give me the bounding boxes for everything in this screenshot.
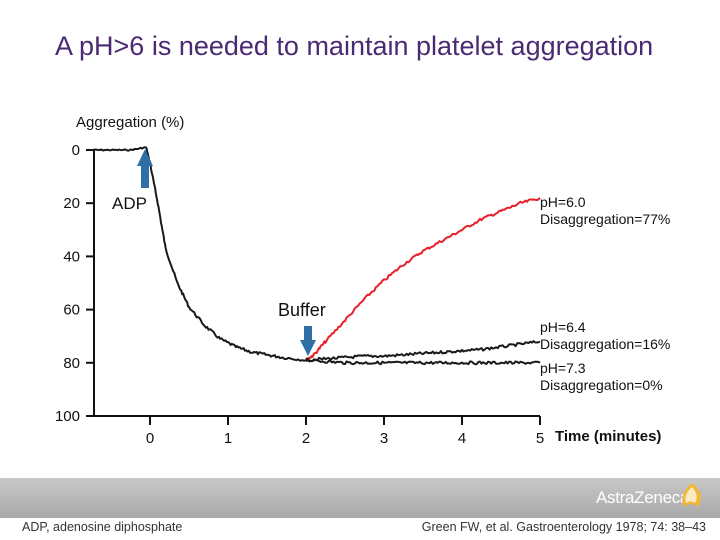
adp-label: ADP xyxy=(112,194,147,213)
y-tick-label: 40 xyxy=(63,248,80,265)
ph64-label: pH=6.4 xyxy=(540,319,586,335)
adp-arrow-icon xyxy=(137,149,153,188)
footer-bottom xyxy=(0,518,720,540)
y-axis-label: Aggregation (%) xyxy=(76,114,184,131)
ph60-label: pH=6.0 xyxy=(540,194,586,210)
footer-bar xyxy=(0,478,720,540)
slide-title: A pH>6 is needed to maintain platelet ag… xyxy=(55,31,654,61)
aggregation-chart: Aggregation (%) 0 20 40 60 80 100 0 1 2 3 4 5 Time… xyxy=(55,114,670,447)
x-tick-label: 5 xyxy=(536,430,544,447)
series-line-2 xyxy=(305,340,541,363)
series-line-3 xyxy=(305,358,541,366)
astrazeneca-logo-text: AstraZeneca xyxy=(596,488,690,507)
footer-band xyxy=(0,478,720,518)
y-tick-label: 80 xyxy=(63,355,80,372)
x-tick-label: 0 xyxy=(146,430,154,447)
x-tick-label: 2 xyxy=(302,430,310,447)
series-line-1 xyxy=(305,197,541,362)
footnote-abbreviation: ADP, adenosine diphosphate xyxy=(22,520,183,534)
buffer-label: Buffer xyxy=(278,300,326,320)
x-tick-label: 1 xyxy=(224,430,232,447)
y-tick-label: 60 xyxy=(63,302,80,319)
buffer-arrow-icon xyxy=(300,326,316,356)
y-tick-label: 20 xyxy=(63,195,80,212)
chart-panel: Aggregation (%) 0 20 40 60 80 100 0 1 2 3 4 5 Time… xyxy=(50,100,720,478)
ph60-disagg-label: Disaggregation=77% xyxy=(540,211,670,227)
footnote-reference: Green FW, et al. Gastroenterology 1978; … xyxy=(421,520,706,534)
ph73-disagg-label: Disaggregation=0% xyxy=(540,377,663,393)
y-tick-label: 0 xyxy=(72,142,80,159)
x-axis-label: Time (minutes) xyxy=(555,428,661,445)
astrazeneca-logo-icon xyxy=(682,483,701,507)
series-line-0 xyxy=(91,146,307,362)
ph64-disagg-label: Disaggregation=16% xyxy=(540,336,670,352)
x-tick-label: 4 xyxy=(458,430,466,447)
y-tick-label: 100 xyxy=(55,408,80,425)
ph73-label: pH=7.3 xyxy=(540,360,586,376)
x-tick-label: 3 xyxy=(380,430,388,447)
